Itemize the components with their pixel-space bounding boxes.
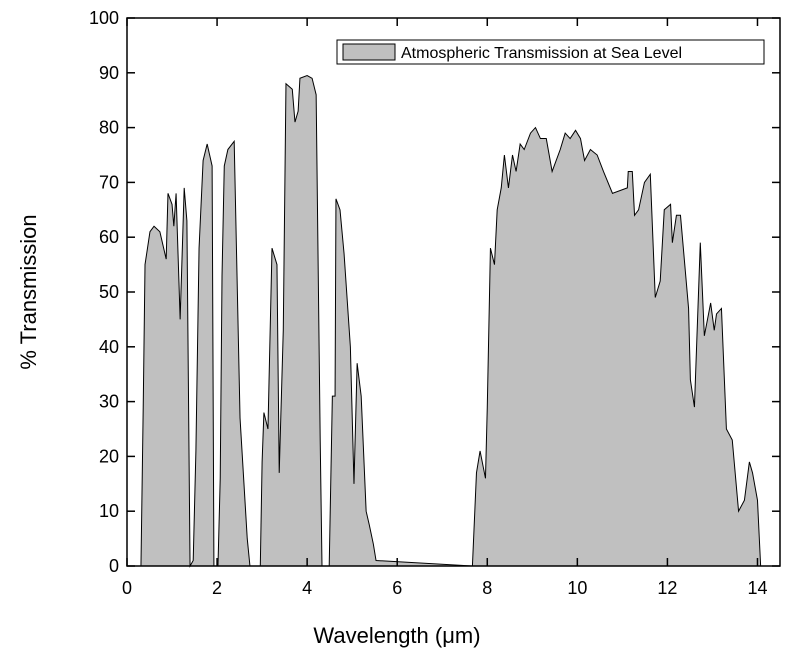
area (140, 74, 762, 568)
x-tick-label: 0 (122, 578, 132, 598)
y-tick-label: 50 (99, 282, 119, 302)
legend-swatch (342, 43, 396, 61)
x-tick-label: 2 (212, 578, 222, 598)
y-tick-label: 0 (109, 556, 119, 576)
y-tick-label: 40 (99, 337, 119, 357)
y-tick-label: 90 (99, 63, 119, 83)
x-tick-label: 8 (482, 578, 492, 598)
x-tick-label: 12 (657, 578, 677, 598)
y-tick-label: 70 (99, 172, 119, 192)
y-tick-label: 60 (99, 227, 119, 247)
y-tick-label: 10 (99, 501, 119, 521)
legend-box (336, 39, 765, 65)
legend-label: Atmospheric Transmission at Sea Level (401, 45, 682, 62)
x-tick-label: 4 (302, 578, 312, 598)
y-tick-label: 80 (99, 118, 119, 138)
x-tick-label: 6 (392, 578, 402, 598)
y-axis-label: % Transmission (16, 214, 41, 369)
y-tick-label: 20 (99, 446, 119, 466)
x-tick-label: 10 (567, 578, 587, 598)
x-tick-label: 14 (747, 578, 767, 598)
y-tick-label: 100 (89, 8, 119, 28)
y-tick-label: 30 (99, 392, 119, 412)
x-axis-label: Wavelength (μm) (313, 623, 480, 648)
